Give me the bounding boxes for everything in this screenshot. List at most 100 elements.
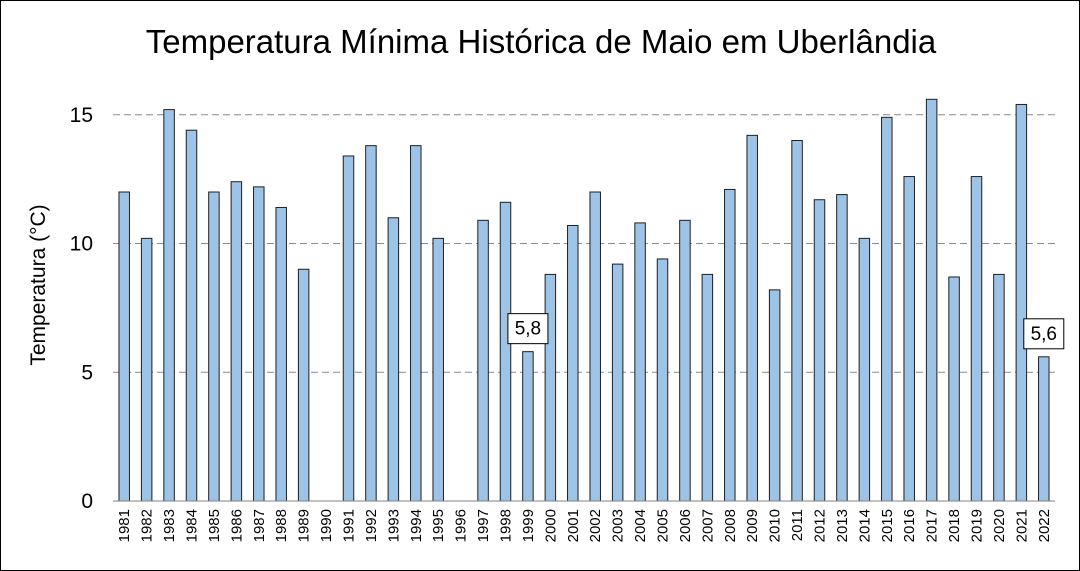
x-tick-2001: 2001: [565, 509, 582, 542]
x-tick-1997: 1997: [475, 509, 492, 542]
y-tick-15: 15: [70, 104, 93, 127]
x-tick-1993: 1993: [385, 509, 402, 542]
x-tick-2012: 2012: [812, 509, 829, 542]
x-tick-2009: 2009: [744, 509, 761, 542]
bar-1992: [365, 145, 377, 502]
bar-2007: [701, 273, 714, 502]
x-tick-1982: 1982: [139, 509, 156, 542]
x-tick-2005: 2005: [655, 509, 672, 542]
bar-1994: [410, 145, 422, 502]
bar-1982: [140, 237, 153, 502]
bar-2000: [544, 273, 557, 502]
y-tick-labels: 0 5 10 15: [70, 104, 93, 513]
x-tick-2018: 2018: [946, 509, 963, 542]
bar-1993: [387, 217, 400, 502]
x-tick-2019: 2019: [969, 509, 986, 542]
x-tick-1986: 1986: [228, 509, 245, 542]
x-tick-2003: 2003: [610, 509, 627, 542]
bar-2010: [768, 289, 781, 502]
x-tick-labels: 1981 1982 1983 1984 1985 1986 1987 1988 1989 1990…: [116, 509, 1053, 542]
x-tick-1989: 1989: [296, 509, 313, 542]
bars: [118, 98, 1050, 502]
bar-1987: [253, 186, 265, 502]
x-tick-1991: 1991: [341, 509, 358, 542]
data-labels: 5,8 5,6: [507, 313, 1065, 350]
bar-1995: [432, 237, 444, 502]
x-tick-1994: 1994: [408, 509, 425, 542]
x-tick-2010: 2010: [767, 509, 784, 542]
bar-2013: [836, 194, 848, 502]
x-tick-2000: 2000: [542, 509, 559, 542]
bar-2012: [813, 199, 826, 502]
data-label-2022: 5,6: [1023, 318, 1065, 350]
bar-1997: [477, 219, 489, 502]
x-tick-1998: 1998: [498, 509, 515, 542]
x-tick-2016: 2016: [901, 509, 918, 542]
x-tick-2017: 2017: [924, 509, 941, 542]
x-tick-2004: 2004: [632, 509, 649, 542]
data-label-1999: 5,8: [507, 313, 549, 345]
x-tick-2006: 2006: [677, 509, 694, 542]
x-tick-2008: 2008: [722, 509, 739, 542]
x-tick-2020: 2020: [991, 509, 1008, 542]
bar-2022: [1038, 356, 1050, 502]
bar-2003: [611, 263, 624, 502]
data-label-text: 5,6: [1031, 324, 1057, 345]
x-tick-1988: 1988: [273, 509, 290, 542]
bar-1999: [522, 351, 534, 502]
bar-1984: [185, 129, 198, 502]
y-tick-5: 5: [81, 361, 93, 384]
y-tick-10: 10: [70, 233, 93, 256]
bar-2020: [993, 273, 1005, 502]
bar-1991: [342, 155, 355, 502]
bar-2005: [656, 258, 669, 502]
data-label-box: [1023, 318, 1065, 350]
bar-2018: [948, 276, 960, 502]
x-tick-1992: 1992: [363, 509, 380, 542]
bar-2006: [679, 219, 691, 502]
x-tick-1983: 1983: [161, 509, 178, 542]
gridlines: [113, 114, 1055, 373]
bar-1989: [297, 268, 310, 502]
x-tick-1990: 1990: [318, 509, 335, 542]
data-label-text: 5,8: [515, 319, 541, 340]
bar-1986: [230, 181, 243, 502]
y-axis-label: Temperatura (°C): [27, 204, 50, 365]
bar-1983: [163, 109, 175, 502]
x-tick-1995: 1995: [430, 509, 447, 542]
bar-2016: [903, 176, 915, 502]
data-label-box: [507, 313, 549, 345]
bar-2002: [589, 191, 601, 502]
x-tick-1996: 1996: [453, 509, 470, 542]
x-tick-1981: 1981: [116, 509, 133, 542]
bar-2015: [881, 116, 893, 502]
bar-1981: [118, 191, 130, 502]
x-tick-2002: 2002: [587, 509, 604, 542]
x-tick-2014: 2014: [856, 509, 873, 542]
x-tick-1999: 1999: [520, 509, 537, 542]
bar-2008: [724, 188, 736, 502]
bar-1985: [208, 191, 220, 502]
bar-1998: [499, 201, 512, 502]
bar-2021: [1015, 103, 1028, 502]
bar-2004: [634, 222, 646, 502]
bar-2017: [925, 98, 938, 502]
x-tick-1985: 1985: [206, 509, 223, 542]
x-tick-2011: 2011: [789, 509, 806, 541]
bar-2019: [970, 176, 983, 502]
bar-2001: [567, 224, 579, 502]
bar-2009: [746, 134, 758, 502]
chart-title: Temperatura Mínima Histórica de Maio em …: [146, 23, 937, 60]
x-tick-2007: 2007: [699, 509, 716, 542]
bar-2011: [791, 140, 803, 502]
x-tick-2021: 2021: [1013, 509, 1030, 542]
x-tick-1984: 1984: [184, 509, 201, 542]
bar-2014: [858, 237, 871, 502]
x-tick-1987: 1987: [251, 509, 268, 542]
x-tick-2015: 2015: [879, 509, 896, 542]
bar-1988: [275, 206, 287, 502]
x-tick-2022: 2022: [1036, 509, 1053, 542]
x-tick-2013: 2013: [834, 509, 851, 542]
